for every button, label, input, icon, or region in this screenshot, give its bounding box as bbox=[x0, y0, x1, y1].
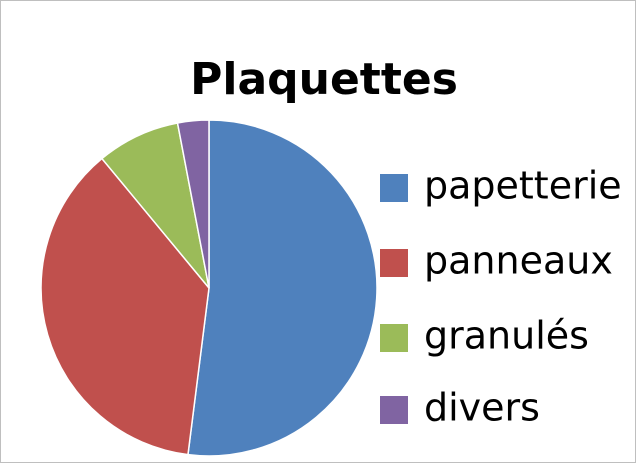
legend-swatch bbox=[380, 174, 408, 202]
pie-slice bbox=[187, 119, 378, 457]
legend-label: panneaux bbox=[424, 239, 613, 283]
chart-title: Plaquettes bbox=[190, 54, 458, 105]
legend-swatch bbox=[380, 324, 408, 352]
pie-slice bbox=[40, 157, 210, 456]
legend-label: granulés bbox=[424, 314, 589, 358]
legend-swatch bbox=[380, 249, 408, 277]
legend-swatch bbox=[380, 396, 408, 424]
legend-label: papetterie bbox=[424, 164, 622, 208]
pie-slice bbox=[176, 119, 210, 289]
legend-label: divers bbox=[424, 386, 540, 430]
